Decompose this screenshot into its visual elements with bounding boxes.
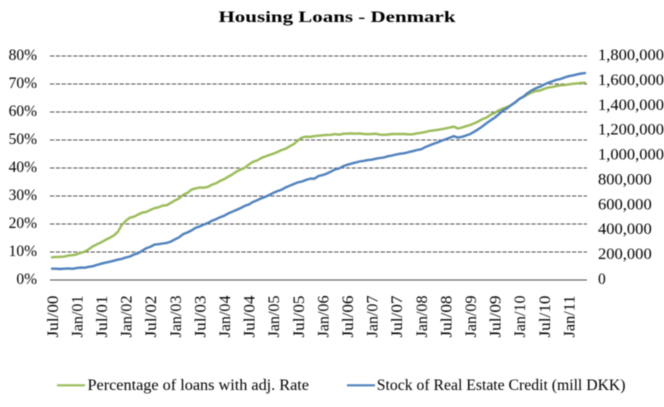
svg-text:Jan/09: Jan/09: [463, 295, 480, 337]
svg-text:Jul/10: Jul/10: [537, 295, 554, 337]
svg-text:Stock of Real Estate Credit (m: Stock of Real Estate Credit (mill DKK): [377, 377, 626, 394]
svg-text:60%: 60%: [9, 103, 38, 120]
svg-text:0: 0: [598, 271, 606, 288]
svg-text:Jan/07: Jan/07: [365, 295, 382, 337]
svg-text:400,000: 400,000: [598, 221, 652, 238]
svg-text:Jul/06: Jul/06: [340, 295, 357, 337]
svg-text:Percentage of loans with adj.: Percentage of loans with adj. Rate: [88, 377, 310, 394]
svg-text:800,000: 800,000: [598, 171, 652, 188]
svg-text:1,600,000: 1,600,000: [598, 72, 664, 89]
svg-text:Jan/03: Jan/03: [168, 295, 185, 337]
svg-text:200,000: 200,000: [598, 246, 652, 263]
svg-text:Jan/02: Jan/02: [119, 296, 136, 338]
svg-text:10%: 10%: [9, 243, 38, 260]
svg-text:Jul/02: Jul/02: [143, 296, 160, 338]
svg-text:Jan/01: Jan/01: [69, 296, 86, 338]
svg-text:Jan/08: Jan/08: [414, 295, 431, 337]
svg-text:70%: 70%: [9, 75, 38, 92]
svg-text:Jan/10: Jan/10: [512, 295, 529, 337]
svg-text:30%: 30%: [9, 187, 38, 204]
svg-text:1,200,000: 1,200,000: [598, 122, 664, 139]
svg-text:Jan/05: Jan/05: [266, 295, 283, 337]
svg-text:Jan/11: Jan/11: [561, 296, 578, 338]
svg-text:Housing Loans - Denmark: Housing Loans - Denmark: [219, 9, 456, 26]
svg-text:Jul/07: Jul/07: [389, 295, 406, 337]
svg-text:Jul/00: Jul/00: [45, 295, 62, 337]
svg-text:1,400,000: 1,400,000: [598, 97, 664, 114]
svg-text:40%: 40%: [9, 159, 38, 176]
svg-text:Jan/06: Jan/06: [315, 295, 332, 337]
svg-text:Jul/01: Jul/01: [94, 296, 111, 338]
svg-text:0%: 0%: [16, 271, 37, 288]
svg-text:1,000,000: 1,000,000: [598, 147, 664, 164]
svg-text:Jul/03: Jul/03: [192, 295, 209, 337]
svg-text:Jul/05: Jul/05: [291, 295, 308, 337]
svg-text:20%: 20%: [9, 215, 38, 232]
svg-text:Jul/08: Jul/08: [438, 295, 455, 337]
svg-text:Jul/09: Jul/09: [488, 295, 505, 337]
svg-text:Jan/04: Jan/04: [217, 295, 234, 337]
svg-text:50%: 50%: [9, 131, 38, 148]
svg-text:600,000: 600,000: [598, 196, 652, 213]
svg-text:Jul/04: Jul/04: [242, 295, 259, 337]
svg-text:1,800,000: 1,800,000: [598, 47, 664, 64]
svg-text:80%: 80%: [9, 47, 38, 64]
